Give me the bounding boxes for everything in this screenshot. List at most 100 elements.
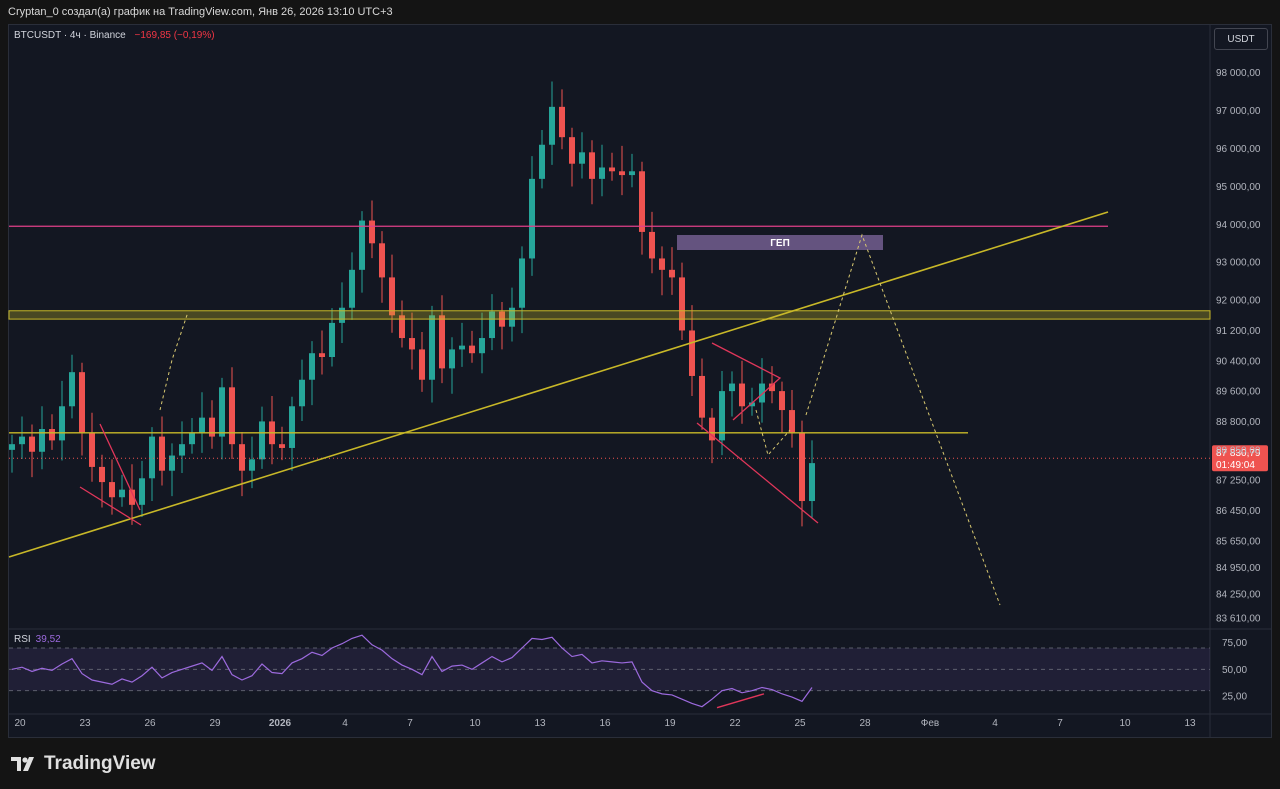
rsi-pane <box>9 634 1210 709</box>
candle-body <box>429 315 435 380</box>
candle-body <box>19 436 25 445</box>
candle-body <box>179 444 185 456</box>
candle-body <box>59 406 65 441</box>
candle-body <box>239 444 245 471</box>
candle <box>539 129 545 189</box>
candle <box>649 211 655 274</box>
time-axis: 20 23 26 29 2026 4 7 10 13 16 19 22 25 28 Фев 4 7 10 13 <box>14 718 1196 729</box>
rsi-tick-label: 75,00 <box>1222 638 1247 649</box>
rsi-divergence-line <box>716 693 765 709</box>
chart-frame[interactable] <box>8 24 1272 738</box>
candle <box>199 392 205 453</box>
candle <box>179 421 185 473</box>
rsi-legend[interactable]: RSI 39,52 <box>14 634 61 645</box>
candle <box>729 371 735 417</box>
candle-body <box>29 436 35 452</box>
time-tick-label: 29 <box>209 718 221 729</box>
candle-body <box>609 167 615 172</box>
candle <box>499 302 505 350</box>
candle-body <box>229 387 235 445</box>
candle-body <box>379 243 385 278</box>
candle <box>329 308 335 367</box>
candle <box>389 254 395 333</box>
last-price-countdown: 01:49:04 <box>1216 460 1255 471</box>
candle-body <box>209 417 215 437</box>
candle-body <box>419 349 425 380</box>
candle-body <box>589 152 595 179</box>
price-tick-label: 86 450,00 <box>1216 506 1261 517</box>
symbol-name: BTCUSDT · 4ч · Binance <box>14 30 126 41</box>
candle <box>289 396 295 471</box>
candle-body <box>99 466 105 483</box>
candle <box>109 459 115 515</box>
gap-label: ГЕП <box>770 238 790 249</box>
candle <box>699 358 705 430</box>
candle-body <box>159 436 165 471</box>
time-tick-label: 10 <box>1119 718 1131 729</box>
candle <box>459 322 465 367</box>
candle-body <box>169 455 175 471</box>
candle <box>549 81 555 165</box>
pattern-line <box>99 423 141 511</box>
candle <box>99 454 105 508</box>
candle-body <box>449 349 455 369</box>
rsi-tick-label: 50,00 <box>1222 665 1247 676</box>
candle-body <box>509 307 515 327</box>
candle <box>229 367 235 459</box>
candle-body <box>79 372 85 433</box>
candle <box>639 161 645 255</box>
chart-attribution: Cryptan_0 создал(а) график на TradingVie… <box>8 6 393 18</box>
price-tick-label: 84 950,00 <box>1216 563 1261 574</box>
currency-button[interactable]: USDT <box>1214 28 1268 50</box>
candle <box>279 426 285 461</box>
candle-body <box>659 258 665 270</box>
time-tick-label: 26 <box>144 718 156 729</box>
candle <box>139 460 145 517</box>
projection-path <box>805 233 1001 606</box>
candle-body <box>299 379 305 407</box>
candle-body <box>519 258 525 308</box>
candle <box>19 416 25 459</box>
candle-body <box>399 315 405 339</box>
candle-body <box>629 171 635 176</box>
price-tick-label: 98 000,00 <box>1216 68 1261 79</box>
candle <box>589 140 595 205</box>
candle <box>119 474 125 507</box>
candle <box>599 144 605 197</box>
candle-body <box>719 391 725 441</box>
candle-body <box>149 436 155 479</box>
candle <box>439 295 445 384</box>
candle <box>489 294 495 351</box>
candle-body <box>109 482 115 498</box>
candle-body <box>459 345 465 350</box>
rising-trendline <box>8 211 1109 558</box>
projection-path <box>159 311 189 411</box>
candle-body <box>219 387 225 437</box>
symbol-legend[interactable]: BTCUSDT · 4ч · Binance −169,85 (−0,19%) <box>14 30 215 41</box>
candles <box>9 81 815 527</box>
candle <box>89 412 95 482</box>
candle-body <box>89 432 95 467</box>
candle <box>399 300 405 348</box>
price-tick-label: 85 650,00 <box>1216 536 1261 547</box>
time-tick-label: 23 <box>79 718 91 729</box>
candle <box>789 389 795 448</box>
footer-brand[interactable]: TradingView <box>10 752 156 776</box>
price-tick-label: 97 000,00 <box>1216 106 1261 117</box>
candle-body <box>189 432 195 445</box>
candle <box>779 381 785 433</box>
candle <box>169 443 175 497</box>
time-tick-label: 13 <box>1184 718 1196 729</box>
candle <box>659 246 665 296</box>
candle-body <box>389 277 395 316</box>
candle-body <box>579 152 585 164</box>
candle <box>449 337 455 394</box>
time-tick-label: 7 <box>407 718 413 729</box>
triangle-pattern <box>711 342 782 421</box>
candle <box>689 305 695 397</box>
candle <box>529 156 535 276</box>
candle-body <box>469 345 475 354</box>
candle-body <box>259 421 265 460</box>
time-tick-label: 16 <box>599 718 611 729</box>
